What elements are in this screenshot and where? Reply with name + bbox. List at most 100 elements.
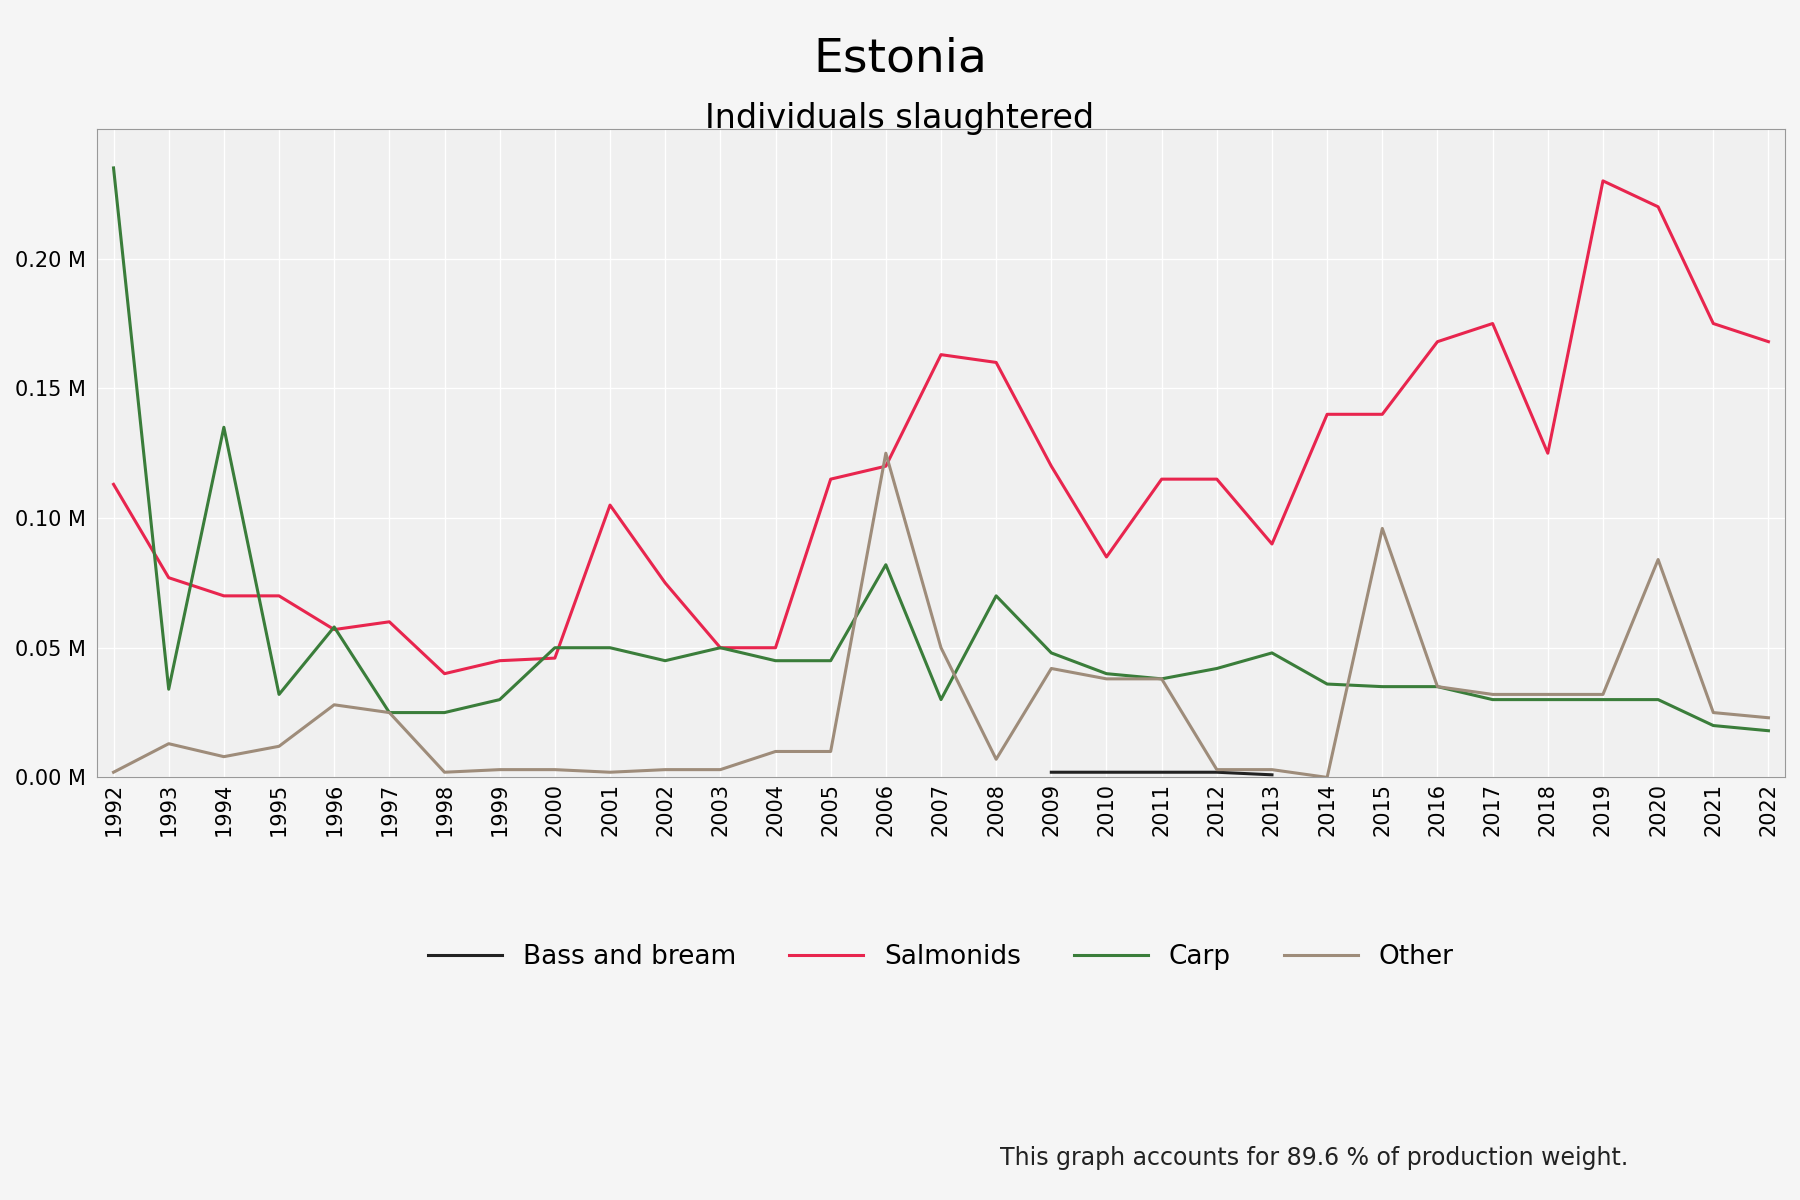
Salmonids [1150, 472, 1172, 486]
Carp [1316, 677, 1337, 691]
Salmonids [268, 589, 290, 604]
Other [655, 762, 677, 776]
Other [819, 744, 841, 758]
Other [434, 766, 455, 780]
Salmonids [655, 576, 677, 590]
Carp [490, 692, 511, 707]
Other [1703, 706, 1724, 720]
Carp [1262, 646, 1283, 660]
Other [1593, 688, 1615, 702]
Carp [1096, 666, 1118, 680]
Other [1206, 762, 1228, 776]
Salmonids [875, 458, 896, 473]
Carp [378, 706, 400, 720]
Salmonids [985, 355, 1006, 370]
Legend: Bass and bream, Salmonids, Carp, Other: Bass and bream, Salmonids, Carp, Other [418, 934, 1465, 980]
Carp [544, 641, 565, 655]
Other [212, 750, 234, 764]
Other [1316, 770, 1337, 785]
Carp [1481, 692, 1503, 707]
Salmonids [1593, 174, 1615, 188]
Other [599, 766, 621, 780]
Other [875, 446, 896, 461]
Carp [931, 692, 952, 707]
Salmonids [1427, 335, 1449, 349]
Other [103, 766, 124, 780]
Carp [1372, 679, 1393, 694]
Line: Bass and bream: Bass and bream [1051, 773, 1273, 775]
Salmonids [490, 654, 511, 668]
Carp [158, 682, 180, 696]
Carp [599, 641, 621, 655]
Salmonids [378, 614, 400, 629]
Bass and bream [1262, 768, 1283, 782]
Carp [875, 558, 896, 572]
Salmonids [709, 641, 731, 655]
Other [1757, 710, 1778, 725]
Salmonids [158, 570, 180, 584]
Salmonids [1040, 458, 1062, 473]
Text: Individuals slaughtered: Individuals slaughtered [706, 102, 1094, 134]
Other [158, 737, 180, 751]
Salmonids [1481, 317, 1503, 331]
Salmonids [212, 589, 234, 604]
Other [324, 697, 346, 712]
Salmonids [544, 650, 565, 665]
Carp [655, 654, 677, 668]
Salmonids [819, 472, 841, 486]
Other [931, 641, 952, 655]
Salmonids [1703, 317, 1724, 331]
Carp [1703, 719, 1724, 733]
Salmonids [931, 348, 952, 362]
Salmonids [324, 623, 346, 637]
Other [985, 752, 1006, 767]
Carp [268, 688, 290, 702]
Salmonids [1262, 536, 1283, 551]
Line: Other: Other [113, 454, 1768, 778]
Other [268, 739, 290, 754]
Other [765, 744, 787, 758]
Line: Carp: Carp [113, 168, 1768, 731]
Carp [103, 161, 124, 175]
Carp [819, 654, 841, 668]
Text: Estonia: Estonia [814, 36, 986, 80]
Carp [1537, 692, 1559, 707]
Carp [1150, 672, 1172, 686]
Salmonids [1757, 335, 1778, 349]
Salmonids [1316, 407, 1337, 421]
Other [1481, 688, 1503, 702]
Salmonids [434, 666, 455, 680]
Salmonids [103, 478, 124, 492]
Carp [212, 420, 234, 434]
Bass and bream [1096, 766, 1118, 780]
Carp [1593, 692, 1615, 707]
Bass and bream [1206, 766, 1228, 780]
Other [1040, 661, 1062, 676]
Carp [1040, 646, 1062, 660]
Other [1096, 672, 1118, 686]
Text: This graph accounts for 89.6 % of production weight.: This graph accounts for 89.6 % of produc… [999, 1146, 1629, 1170]
Line: Salmonids: Salmonids [113, 181, 1768, 673]
Other [490, 762, 511, 776]
Carp [1647, 692, 1669, 707]
Carp [985, 589, 1006, 604]
Other [378, 706, 400, 720]
Bass and bream [1150, 766, 1172, 780]
Carp [765, 654, 787, 668]
Salmonids [1537, 446, 1559, 461]
Other [1262, 762, 1283, 776]
Other [1647, 552, 1669, 566]
Carp [1206, 661, 1228, 676]
Carp [324, 619, 346, 634]
Carp [434, 706, 455, 720]
Salmonids [1096, 550, 1118, 564]
Salmonids [1206, 472, 1228, 486]
Other [1150, 672, 1172, 686]
Salmonids [765, 641, 787, 655]
Other [709, 762, 731, 776]
Other [1537, 688, 1559, 702]
Salmonids [1647, 199, 1669, 214]
Other [544, 762, 565, 776]
Carp [1427, 679, 1449, 694]
Other [1372, 521, 1393, 535]
